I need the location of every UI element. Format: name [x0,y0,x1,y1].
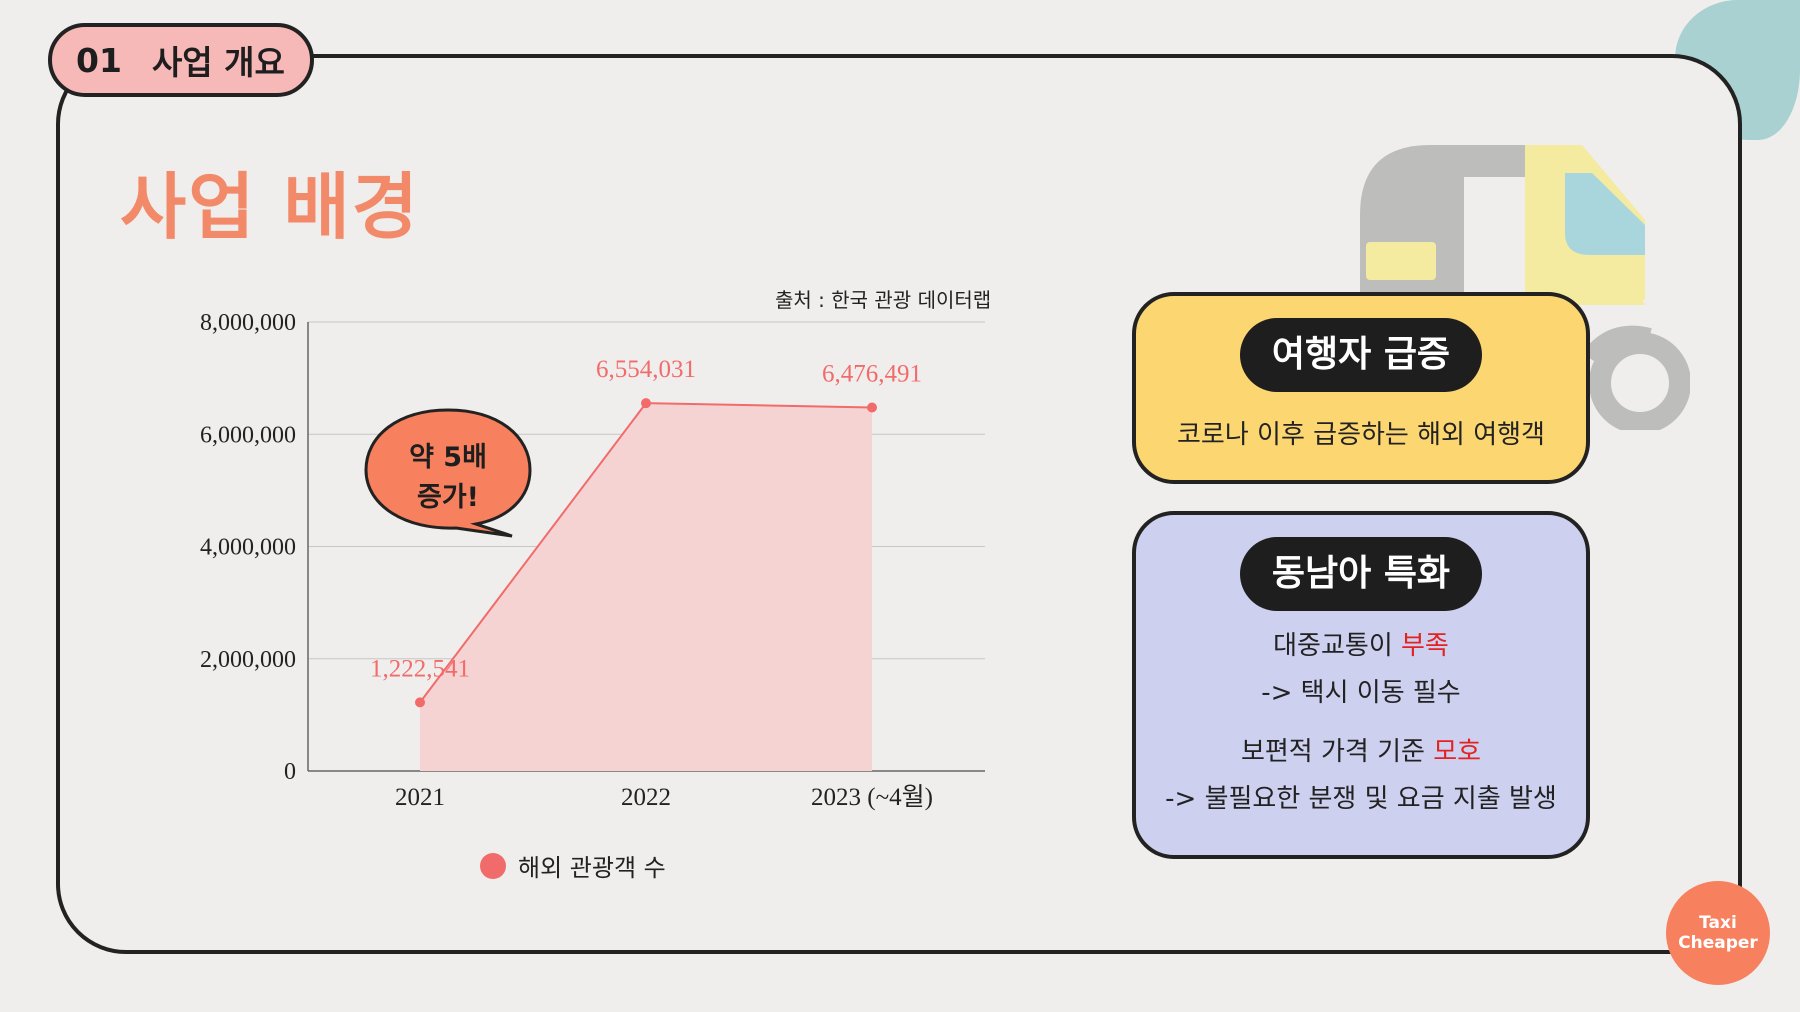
data-point [867,402,877,413]
callout-shape [364,408,532,538]
data-point [641,398,651,409]
card-sea-line3-prefix: 보편적 가격 기준 [1240,737,1434,767]
card-southeast-asia: 동남아 특화 대중교통이 부족 -> 택시 이동 필수 보편적 가격 기준 모호… [1132,511,1590,859]
logo-line2: Cheaper [1678,933,1758,953]
y-tick-label: 0 [284,759,296,785]
legend-label: 해외 관광객 수 [518,854,666,882]
card-travelers-title: 여행자 급증 [1239,318,1483,392]
taxi-cheaper-logo: Taxi Cheaper [1666,881,1770,985]
card-sea-line1-prefix: 대중교통이 [1273,631,1402,661]
taxi-wheel [1589,332,1690,430]
taxi-fender [1582,325,1652,362]
card-sea-line3: 보편적 가격 기준 모호 [1136,729,1586,776]
logo-line1: Taxi [1699,913,1737,933]
y-tick-label: 4,000,000 [200,535,296,561]
card-sea-line2: -> 택시 이동 필수 [1261,678,1461,708]
callout-line2: 증가! [417,482,479,513]
section-label: 사업 개요 [151,43,285,82]
y-tick-label: 6,000,000 [200,422,296,448]
visitor-area-chart: 0 2,000,000 4,000,000 6,000,000 8,000,000 1,2… [200,310,985,811]
card-travelers: 여행자 급증 코로나 이후 급증하는 해외 여행객 [1132,292,1590,484]
data-label: 1,222,541 [370,655,470,682]
card-sea-line1-highlight: 부족 [1401,631,1449,661]
section-number: 01 [76,40,122,80]
card-sea-title: 동남아 특화 [1239,537,1483,611]
y-tick-label: 2,000,000 [200,647,296,673]
y-tick-label: 8,000,000 [200,310,296,336]
chart-source: 출처 : 한국 관광 데이터랩 [775,288,992,312]
chart-legend: 해외 관광객 수 [480,848,666,883]
x-tick-label: 2021 [395,784,445,811]
taxi-side-panel [1366,242,1436,280]
taxi-window-opening [1464,177,1525,295]
taxi-windshield [1565,173,1645,255]
data-point [415,697,425,708]
page-title: 사업 배경 [120,165,421,249]
card-sea-line3-highlight: 모호 [1433,737,1482,767]
card-sea-line4: -> 불필요한 분쟁 및 요금 지출 발생 [1165,784,1557,814]
x-tick-label: 2022 [621,784,671,811]
callout-line1: 약 5배 [409,442,487,473]
callout-bubble: 약 5배 증가! [364,408,532,538]
data-label: 6,476,491 [822,361,922,388]
card-sea-body: 대중교통이 부족 -> 택시 이동 필수 보편적 가격 기준 모호 -> 불필요… [1136,623,1586,823]
card-sea-line1: 대중교통이 부족 [1136,623,1586,670]
x-tick-label: 2023 (~4월) [811,784,933,811]
series-area-fill [420,403,872,771]
logo-badge-circle [1666,881,1770,985]
data-label: 6,554,031 [596,356,696,383]
section-tab: 01 사업 개요 [48,23,314,97]
legend-swatch [480,852,506,879]
card-travelers-text: 코로나 이후 급증하는 해외 여행객 [1177,420,1545,450]
